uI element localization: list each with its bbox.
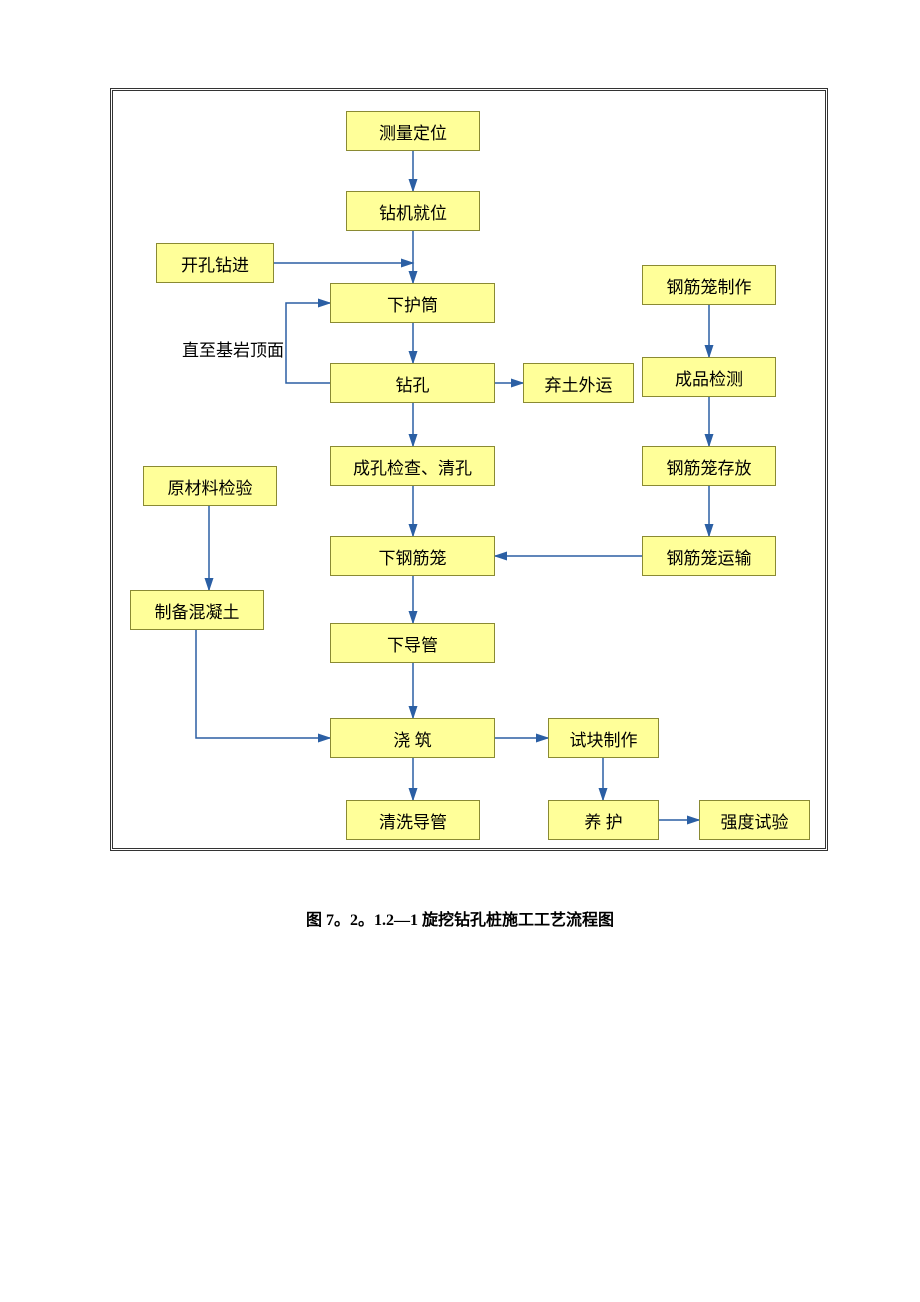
node-cage_store: 钢筋笼存放 (642, 446, 776, 486)
node-cage_make-label: 钢筋笼制作 (667, 273, 752, 298)
node-casing: 下护筒 (330, 283, 495, 323)
node-clean: 清洗导管 (346, 800, 480, 840)
node-measure-label: 测量定位 (379, 119, 447, 144)
node-tremie-label: 下导管 (387, 631, 438, 656)
node-prep_conc-label: 制备混凝土 (155, 598, 240, 623)
node-spoil: 弃土外运 (523, 363, 634, 403)
node-drill: 钻孔 (330, 363, 495, 403)
node-hole_check-label: 成孔检查、清孔 (353, 454, 472, 479)
node-mat_check-label: 原材料检验 (168, 474, 253, 499)
node-strength-label: 强度试验 (721, 808, 789, 833)
annotation-bedrock: 直至基岩顶面 (182, 336, 284, 361)
node-cage_trans-label: 钢筋笼运输 (667, 544, 752, 569)
node-sample: 试块制作 (548, 718, 659, 758)
node-cure: 养 护 (548, 800, 659, 840)
node-pilot: 开孔钻进 (156, 243, 274, 283)
node-cage_store-label: 钢筋笼存放 (667, 454, 752, 479)
node-mat_check: 原材料检验 (143, 466, 277, 506)
node-cage_check: 成品检测 (642, 357, 776, 397)
node-clean-label: 清洗导管 (379, 808, 447, 833)
node-cage_make: 钢筋笼制作 (642, 265, 776, 305)
node-cage_check-label: 成品检测 (675, 365, 743, 390)
node-pour: 浇 筑 (330, 718, 495, 758)
node-sample-label: 试块制作 (570, 726, 638, 751)
node-spoil-label: 弃土外运 (545, 371, 613, 396)
node-cage_trans: 钢筋笼运输 (642, 536, 776, 576)
node-drill-label: 钻孔 (396, 371, 430, 396)
node-prep_conc: 制备混凝土 (130, 590, 264, 630)
node-hole_check: 成孔检查、清孔 (330, 446, 495, 486)
node-lower_cage-label: 下钢筋笼 (379, 544, 447, 569)
node-lower_cage: 下钢筋笼 (330, 536, 495, 576)
node-pour-label: 浇 筑 (393, 726, 431, 751)
caption-text: 图 7。2。1.2—1 旋挖钻孔桩施工工艺流程图 (306, 912, 614, 929)
figure-caption: 图 7。2。1.2—1 旋挖钻孔桩施工工艺流程图 (0, 906, 920, 930)
node-measure: 测量定位 (346, 111, 480, 151)
node-casing-label: 下护筒 (387, 291, 438, 316)
node-rig: 钻机就位 (346, 191, 480, 231)
node-tremie: 下导管 (330, 623, 495, 663)
node-pilot-label: 开孔钻进 (181, 251, 249, 276)
node-strength: 强度试验 (699, 800, 810, 840)
annotation-bedrock-text: 直至基岩顶面 (182, 341, 284, 360)
node-cure-label: 养 护 (584, 808, 622, 833)
node-rig-label: 钻机就位 (379, 199, 447, 224)
